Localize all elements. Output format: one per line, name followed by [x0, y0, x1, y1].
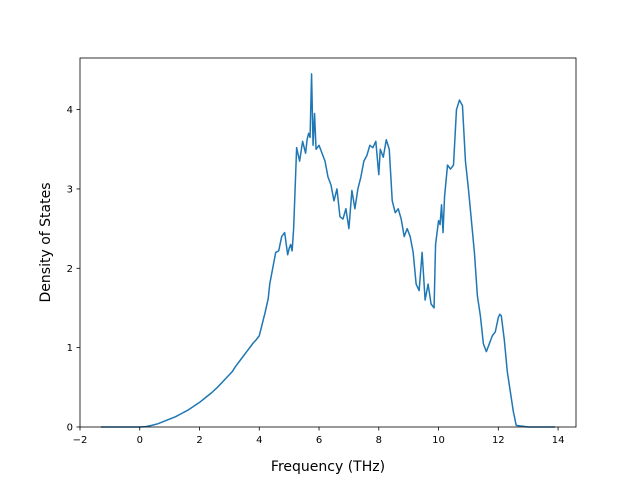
- axes-frame: [79, 57, 577, 428]
- y-tick-label: 4: [67, 105, 73, 116]
- x-tick-label: −2: [73, 435, 88, 446]
- y-axis-label: Density of States: [38, 183, 54, 303]
- y-tick-label: 3: [67, 184, 73, 195]
- x-axis-ticks: −2 0 2 4 6 8 10 12 14: [73, 427, 565, 446]
- x-tick-label: 0: [137, 435, 143, 446]
- x-tick-label: 8: [376, 435, 382, 446]
- y-tick-label: 0: [67, 423, 73, 434]
- plot-area: [100, 73, 556, 428]
- dos-series-line-0: [100, 73, 556, 428]
- x-axis-label: Frequency (THz): [271, 459, 385, 475]
- x-tick-label: 2: [196, 435, 202, 446]
- y-axis-ticks: 0 1 2 3 4: [67, 105, 80, 434]
- x-tick-label: 14: [552, 435, 565, 446]
- x-tick-label: 12: [492, 435, 505, 446]
- x-tick-label: 6: [316, 435, 322, 446]
- x-tick-label: 4: [256, 435, 262, 446]
- y-tick-label: 2: [67, 264, 73, 275]
- y-tick-label: 1: [67, 343, 73, 354]
- x-tick-label: 10: [432, 435, 445, 446]
